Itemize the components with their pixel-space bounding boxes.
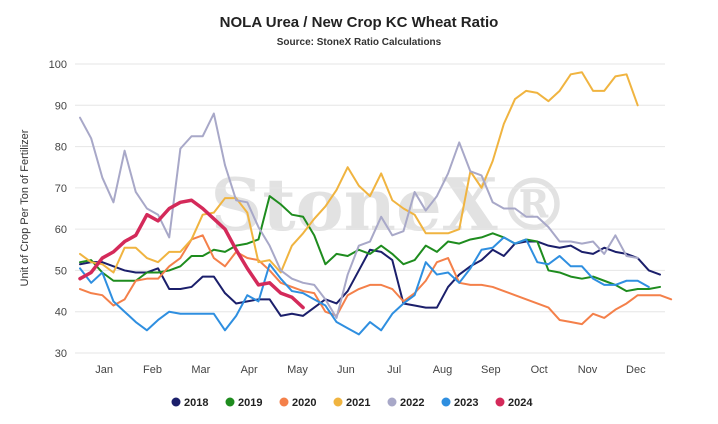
x-tick-label: Apr — [241, 364, 258, 376]
x-tick-label: Dec — [626, 364, 646, 376]
legend-marker — [441, 397, 451, 407]
x-tick-label: Mar — [191, 364, 210, 376]
legend-item-2022[interactable]: 2022 — [387, 397, 425, 409]
series-line-2024 — [78, 198, 305, 310]
y-tick-label: 90 — [55, 100, 67, 112]
legend-label: 2023 — [454, 397, 478, 409]
legend-label: 2019 — [238, 397, 262, 409]
x-tick-label: Sep — [481, 364, 501, 376]
y-axis-label: Unit of Crop Per Ton of Fertilizer — [19, 129, 31, 286]
legend-marker — [225, 397, 235, 407]
y-tick-label: 60 — [55, 224, 67, 236]
legend-marker — [333, 397, 343, 407]
chart-title: NOLA Urea / New Crop KC Wheat Ratio — [219, 14, 499, 31]
y-axis-ticks: 30 40 50 60 70 80 90 100 — [49, 59, 67, 360]
legend-item-2018[interactable]: 2018 — [171, 397, 209, 409]
legend-marker — [387, 397, 397, 407]
y-tick-label: 70 — [55, 183, 67, 195]
chart-subtitle: Source: StoneX Ratio Calculations — [276, 37, 442, 48]
legend-item-2019[interactable]: 2019 — [225, 397, 263, 409]
x-tick-label: Nov — [578, 364, 598, 376]
y-tick-label: 50 — [55, 265, 67, 277]
series-line-2020 — [79, 234, 673, 326]
legend-label: 2024 — [508, 397, 533, 409]
y-tick-label: 80 — [55, 142, 67, 154]
legend-marker — [171, 397, 181, 407]
legend-item-2024[interactable]: 2024 — [495, 397, 534, 409]
y-tick-label: 30 — [55, 348, 67, 360]
series-line-2023 — [79, 236, 650, 336]
series-line-2021 — [79, 71, 639, 274]
x-axis-ticks: Jan Feb Mar Apr May Jun Jul Aug Sep Oct Nov Dec — [95, 364, 646, 376]
y-tick-label: 100 — [49, 59, 67, 71]
x-tick-label: Jan — [95, 364, 113, 376]
x-tick-label: Feb — [143, 364, 162, 376]
legend-marker — [495, 397, 505, 407]
series-line-2018 — [79, 240, 661, 317]
x-tick-label: May — [287, 364, 308, 376]
legend[interactable]: 2018 2019 2020 2021 2022 2023 2024 — [171, 397, 534, 409]
legend-item-2020[interactable]: 2020 — [279, 397, 317, 409]
legend-label: 2020 — [292, 397, 316, 409]
legend-label: 2018 — [184, 397, 208, 409]
x-tick-label: Oct — [531, 364, 548, 376]
legend-marker — [279, 397, 289, 407]
series-lines — [78, 71, 673, 336]
series-line-2019 — [79, 195, 661, 293]
legend-label: 2021 — [346, 397, 370, 409]
y-tick-label: 40 — [55, 307, 67, 319]
x-tick-label: Jun — [337, 364, 355, 376]
x-tick-label: Aug — [433, 364, 453, 376]
legend-label: 2022 — [400, 397, 424, 409]
x-tick-label: Jul — [387, 364, 401, 376]
legend-item-2023[interactable]: 2023 — [441, 397, 479, 409]
legend-item-2021[interactable]: 2021 — [333, 397, 371, 409]
watermark-text: StoneX® — [210, 162, 569, 247]
